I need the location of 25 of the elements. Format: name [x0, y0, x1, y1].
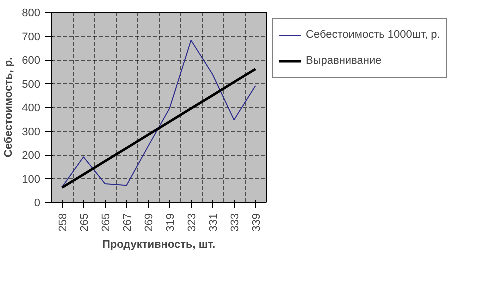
- x-tick-label: 331: [208, 213, 220, 232]
- x-tick-label: 265: [78, 213, 91, 232]
- x-tick-label: 333: [229, 213, 242, 232]
- line-series: [61, 68, 257, 190]
- y-tick-label: 100: [22, 174, 41, 186]
- x-tick-label: 269: [143, 213, 156, 232]
- y-tick-label: 0: [34, 198, 41, 210]
- y-tick-label: 800: [22, 8, 41, 20]
- x-tick-label: 339: [250, 213, 263, 232]
- x-tick-label: 319: [164, 213, 177, 232]
- y-axis-title: Себестоимость, р.: [3, 57, 16, 158]
- x-tick-label: 267: [122, 213, 134, 232]
- x-axis-title: Продуктивность, шт.: [102, 238, 216, 251]
- y-tick-label: 200: [22, 150, 41, 162]
- legend-label: Выравнивание: [306, 54, 382, 68]
- y-tick-label: 300: [22, 126, 41, 138]
- line-series: [62, 40, 256, 188]
- y-tick-label: 700: [22, 31, 41, 44]
- legend-label: Себестоимость 1000шт, р.: [306, 28, 440, 42]
- y-tick-label: 600: [22, 55, 41, 67]
- y-tick-label: 400: [22, 102, 41, 114]
- x-tick-label: 258: [57, 213, 70, 232]
- x-tick-label: 323: [186, 213, 198, 232]
- y-tick-label: 500: [22, 78, 41, 91]
- x-tick-label: 265: [100, 213, 112, 232]
